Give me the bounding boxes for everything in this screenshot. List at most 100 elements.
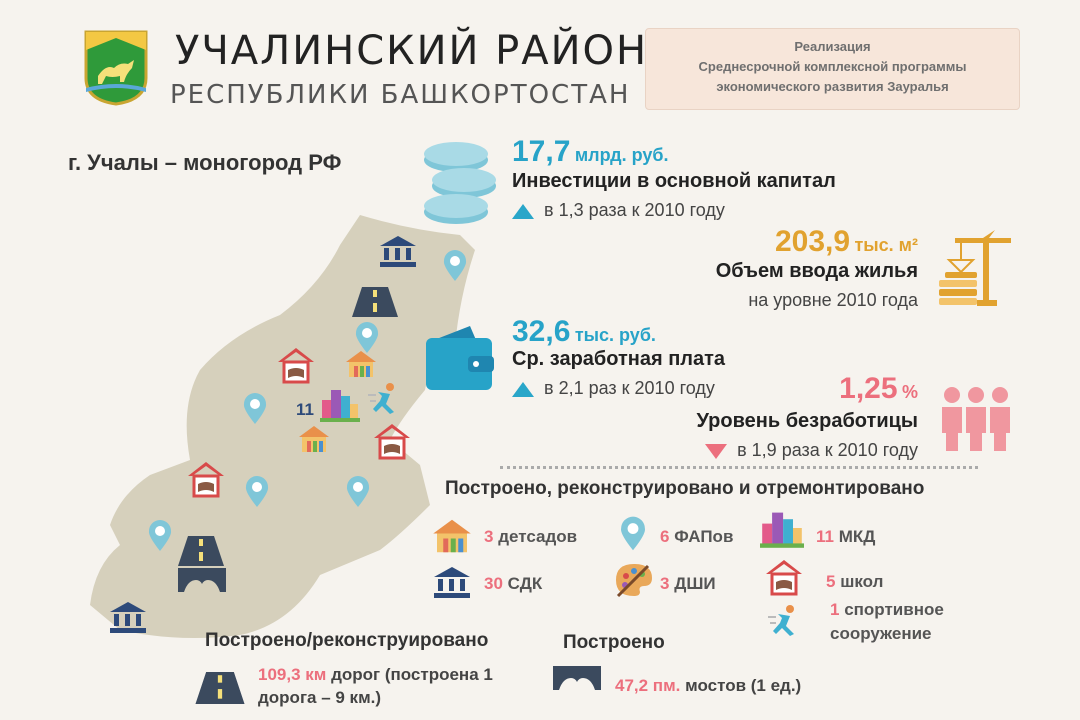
dshi-label: ДШИ: [674, 574, 716, 593]
down-arrow-icon: [705, 443, 728, 459]
sdk-count: 30: [484, 574, 503, 593]
district-map: [90, 215, 475, 639]
housing-value: 203,9: [774, 225, 851, 258]
kindergarten-icon: [346, 351, 376, 377]
art-palette-icon: [616, 564, 652, 598]
salary-label: Ср. заработная плата: [512, 348, 726, 370]
sport-stat: 1 спортивное: [830, 600, 944, 620]
dshi-count: 3: [660, 574, 670, 593]
sdk-stat: 30 СДК: [484, 574, 542, 594]
road-icon: [352, 287, 398, 317]
sport-runner-icon: [768, 605, 794, 636]
up-arrow-icon: [512, 381, 534, 397]
investments-change-text: в 1,3 раза к 2010 году: [544, 200, 725, 220]
kindergarten-icon: [433, 519, 471, 553]
unemployment-label: Уровень безработицы: [696, 410, 919, 432]
fap-count: 6: [660, 527, 670, 546]
school-icon: [374, 424, 410, 460]
map-pin-icon: [243, 393, 267, 424]
map-pin-icon: [245, 476, 269, 507]
sport-label: спортивное: [844, 600, 944, 619]
up-arrow-icon: [512, 203, 534, 219]
investments-value-line: 17,7 млрд. руб.: [512, 135, 668, 169]
program-line: экономического развития Зауралья: [716, 79, 949, 94]
sdk-label: СДК: [507, 574, 543, 593]
program-line: Реализация: [794, 39, 871, 54]
unemployment-unit: %: [901, 382, 918, 402]
apartment-blocks-icon: [760, 512, 804, 548]
sport-label-2: сооружение: [830, 624, 932, 643]
coat-of-arms-logo: [84, 30, 148, 106]
built-heading: Построено, реконструировано и отремонтир…: [445, 478, 925, 499]
investments-label: Инвестиции в основной капитал: [512, 170, 836, 192]
salary-unit: тыс. руб.: [574, 325, 656, 345]
schools-label: школ: [840, 572, 884, 591]
kindergartens-count: 3: [484, 527, 494, 546]
culture-house-icon: [110, 602, 146, 633]
fap-stat: 6 ФАПов: [660, 527, 733, 547]
housing-change: на уровне 2010 года: [748, 290, 918, 310]
coins-icon: [424, 142, 496, 224]
housing-unit: тыс. м²: [854, 235, 918, 255]
kindergarten-icon: [299, 426, 329, 452]
roads-text-1: дорог (построена 1: [331, 665, 493, 684]
road-icon: [195, 672, 245, 704]
apartment-blocks-icon: [320, 390, 360, 422]
map-pin-icon: [621, 516, 645, 551]
bridges-line: 47,2 пм. мостов (1 ед.): [615, 676, 801, 696]
roads-line-1: 109,3 км дорог (построена 1: [258, 665, 493, 685]
map-pin-icon: [148, 520, 172, 551]
fap-label: ФАПов: [674, 527, 734, 546]
culture-house-icon: [434, 567, 470, 598]
salary-change: в 2,1 раз к 2010 году: [512, 378, 715, 399]
roads-text-2: дорога – 9 км.): [258, 688, 382, 707]
road-icon: [178, 536, 224, 566]
sport-count: 1: [830, 600, 840, 619]
dshi-stat: 3 ДШИ: [660, 574, 716, 594]
housing-label: Объем ввода жилья: [715, 260, 918, 282]
kindergartens-stat: 3 детсадов: [484, 527, 577, 547]
school-icon: [766, 560, 802, 596]
mkd-stat: 11 МКД: [816, 527, 875, 547]
city-label: г. Учалы – моногород РФ: [68, 150, 342, 175]
culture-house-icon: [380, 236, 416, 267]
investments-value: 17,7: [512, 135, 571, 168]
schools-stat: 5 школ: [826, 572, 883, 592]
bridges-text: мостов (1 ед.): [685, 676, 802, 695]
page-subtitle: РЕСПУБЛИКИ БАШКОРТОСТАН: [170, 80, 631, 110]
program-banner: Реализация Среднесрочной комплексной про…: [645, 28, 1020, 110]
bridges-value: 47,2 пм.: [615, 676, 681, 695]
map-pin-icon: [355, 322, 379, 353]
map-pin-icon: [346, 476, 370, 507]
sport-runner-icon: [368, 383, 394, 414]
people-icon: [942, 387, 1010, 451]
bridge-icon: [553, 666, 601, 690]
school-icon: [278, 348, 314, 384]
mkd-count: 11: [816, 527, 834, 546]
page-title: УЧАЛИНСКИЙ РАЙОН: [175, 28, 649, 74]
bridges-heading: Построено: [563, 632, 665, 653]
construction-crane-icon: [939, 230, 1011, 306]
unemployment-value: 1,25: [839, 372, 898, 405]
salary-change-text: в 2,1 раз к 2010 году: [544, 378, 715, 398]
program-line: Среднесрочной комплексной программы: [698, 59, 967, 74]
school-icon: [188, 462, 224, 498]
salary-value-line: 32,6 тыс. руб.: [512, 315, 656, 349]
roads-value: 109,3 км: [258, 665, 327, 684]
unemployment-value-line: 1,25 %: [839, 372, 918, 406]
divider: [500, 466, 978, 469]
investments-change: в 1,3 раза к 2010 году: [512, 200, 725, 221]
salary-value: 32,6: [512, 315, 571, 348]
roads-heading: Построено/реконструировано: [205, 630, 489, 651]
investments-unit: млрд. руб.: [574, 145, 669, 165]
mkd-label: МКД: [838, 527, 876, 546]
schools-count: 5: [826, 572, 836, 591]
housing-value-line: 203,9 тыс. м²: [775, 225, 918, 259]
kindergartens-label: детсадов: [498, 527, 578, 546]
unemployment-change-text: в 1,9 раза к 2010 году: [737, 440, 918, 460]
wallet-icon: [426, 326, 494, 390]
bridge-icon: [178, 568, 226, 592]
map-pin-icon: [443, 250, 467, 281]
map-mkd-count: 11: [296, 400, 314, 419]
unemployment-change: в 1,9 раза к 2010 году: [705, 440, 918, 461]
